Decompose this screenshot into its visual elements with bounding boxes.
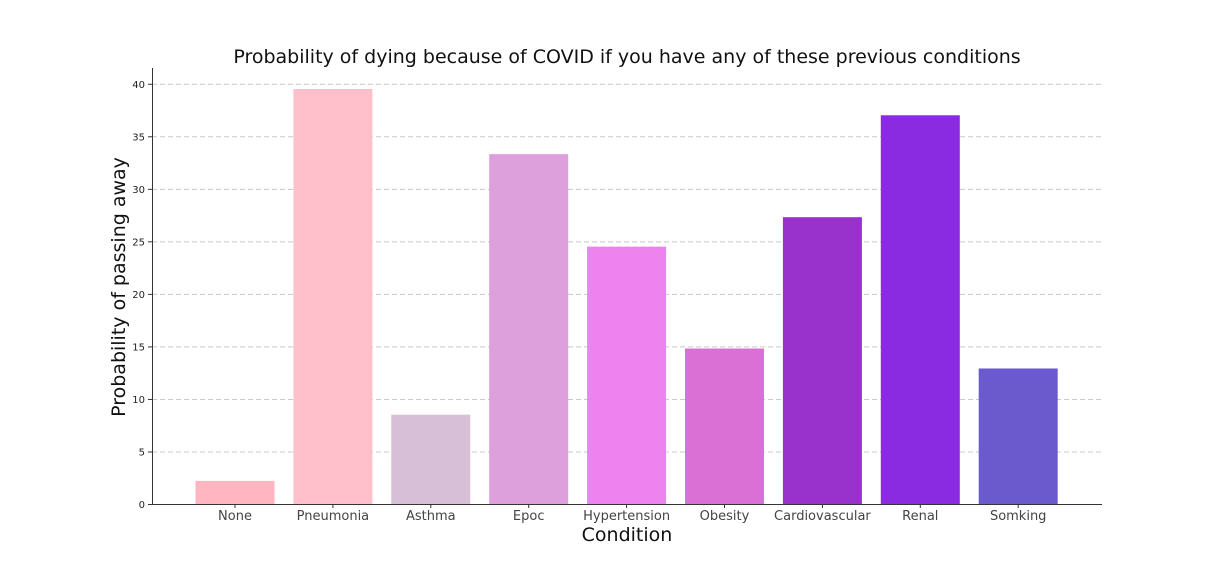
- x-tick-label: Cardiovascular: [774, 509, 871, 524]
- x-tick-label: Asthma: [406, 509, 456, 524]
- x-axis-label: Condition: [582, 524, 673, 546]
- chart-title: Probability of dying because of COVID if…: [233, 46, 1020, 68]
- bar-asthma: [391, 414, 471, 504]
- y-tick-label: 0: [139, 500, 145, 511]
- bar-none: [195, 480, 275, 504]
- bar-renal: [880, 115, 960, 505]
- bar-somking: [978, 368, 1058, 504]
- y-tick-label: 10: [132, 395, 145, 406]
- bars: [195, 89, 1058, 505]
- y-axis-label: Probability of passing away: [108, 157, 130, 417]
- x-tick-label: Somking: [990, 509, 1047, 524]
- y-tick-label: 15: [132, 342, 145, 353]
- x-tick-label: Epoc: [513, 509, 545, 524]
- y-tick-label: 5: [139, 447, 145, 458]
- y-tick-label: 20: [132, 290, 145, 301]
- bar-pneumonia: [293, 89, 373, 504]
- x-tick-label: Renal: [902, 509, 938, 524]
- y-tick-labels: 0 5 10 15 20 25 30 35 40: [132, 80, 152, 511]
- x-tick-label: Pneumonia: [297, 509, 370, 524]
- y-tick-label: 30: [132, 185, 145, 196]
- y-tick-label: 35: [132, 132, 145, 143]
- bar-obesity: [685, 348, 764, 504]
- bar-hypertension: [587, 246, 667, 504]
- x-tick-label: Hypertension: [583, 509, 670, 524]
- y-tick-label: 25: [132, 237, 145, 248]
- bar-epoc: [489, 154, 569, 504]
- y-tick-label: 40: [132, 80, 145, 91]
- x-tick-label: None: [218, 509, 252, 524]
- bar-cardiovascular: [782, 217, 862, 504]
- x-tick-labels: None Pneumonia Asthma Epoc Hypertension Obesi…: [218, 504, 1046, 524]
- x-tick-label: Obesity: [700, 509, 750, 524]
